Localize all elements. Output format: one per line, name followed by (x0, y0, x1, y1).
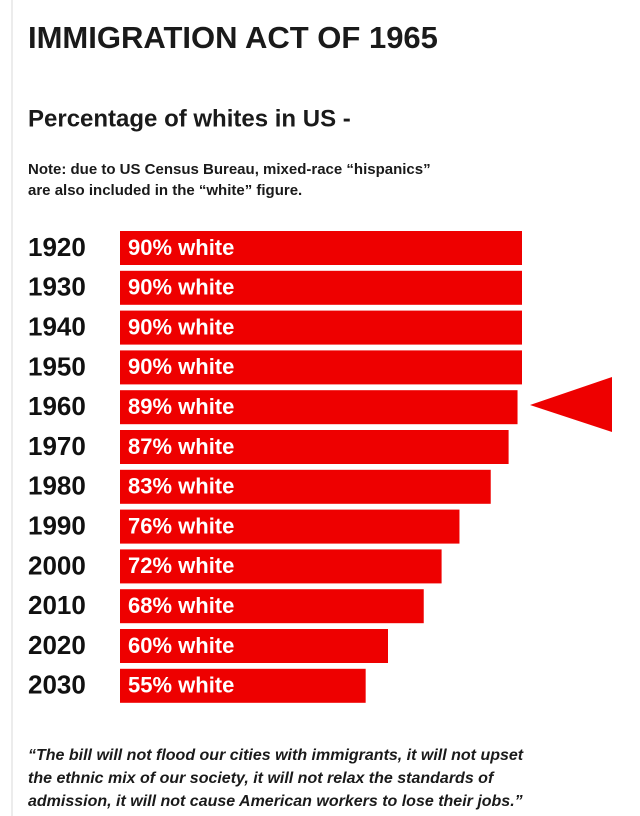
bar-label: 83% white (128, 474, 234, 499)
bar-label: 90% white (128, 275, 234, 300)
bar (120, 668, 366, 703)
bar-label: 87% white (128, 434, 234, 459)
bar (120, 430, 509, 464)
bar (120, 390, 518, 425)
chart-title: IMMIGRATION ACT OF 1965 (28, 20, 438, 55)
quote-line: “The bill will not flood our cities with… (28, 747, 524, 764)
bar-label: 90% white (128, 314, 234, 339)
y-tick-label: 1950 (28, 351, 86, 381)
quote-line: admission, it will not cause American wo… (28, 793, 523, 810)
bar-label: 72% white (128, 553, 234, 578)
bar-label: 90% white (128, 354, 234, 379)
chart-subtitle: Percentage of whites in US - (28, 105, 351, 132)
y-tick-label: 1940 (28, 311, 86, 341)
y-tick-label: 2030 (28, 670, 86, 700)
y-tick-label: 2020 (28, 630, 86, 660)
quote-line: the ethnic mix of our society, it will n… (28, 770, 495, 787)
bar (120, 629, 388, 663)
bar (120, 589, 424, 624)
bar (120, 549, 442, 584)
bar-label: 68% white (128, 593, 234, 618)
note-line: Note: due to US Census Bureau, mixed-rac… (28, 161, 431, 178)
y-tick-label: 1990 (28, 510, 86, 540)
bar-label: 76% white (128, 513, 234, 538)
y-tick-label: 1970 (28, 431, 86, 461)
bar-label: 89% white (128, 394, 234, 419)
bar-label: 55% white (128, 673, 234, 698)
y-tick-label: 1930 (28, 272, 86, 302)
bar-label: 60% white (128, 633, 234, 658)
bar (120, 509, 460, 544)
note-line: are also included in the “white” figure. (28, 182, 302, 199)
y-tick-label: 2010 (28, 590, 86, 620)
bar (120, 270, 522, 305)
y-tick-label: 1980 (28, 471, 86, 501)
bar (120, 231, 522, 265)
bar (120, 350, 522, 385)
y-tick-label: 2000 (28, 550, 86, 580)
y-tick-label: 1920 (28, 232, 86, 262)
bar (120, 469, 491, 504)
bar-label: 90% white (128, 235, 234, 260)
bar (120, 310, 522, 345)
pointer-arrow (530, 377, 612, 432)
y-tick-label: 1960 (28, 391, 86, 421)
